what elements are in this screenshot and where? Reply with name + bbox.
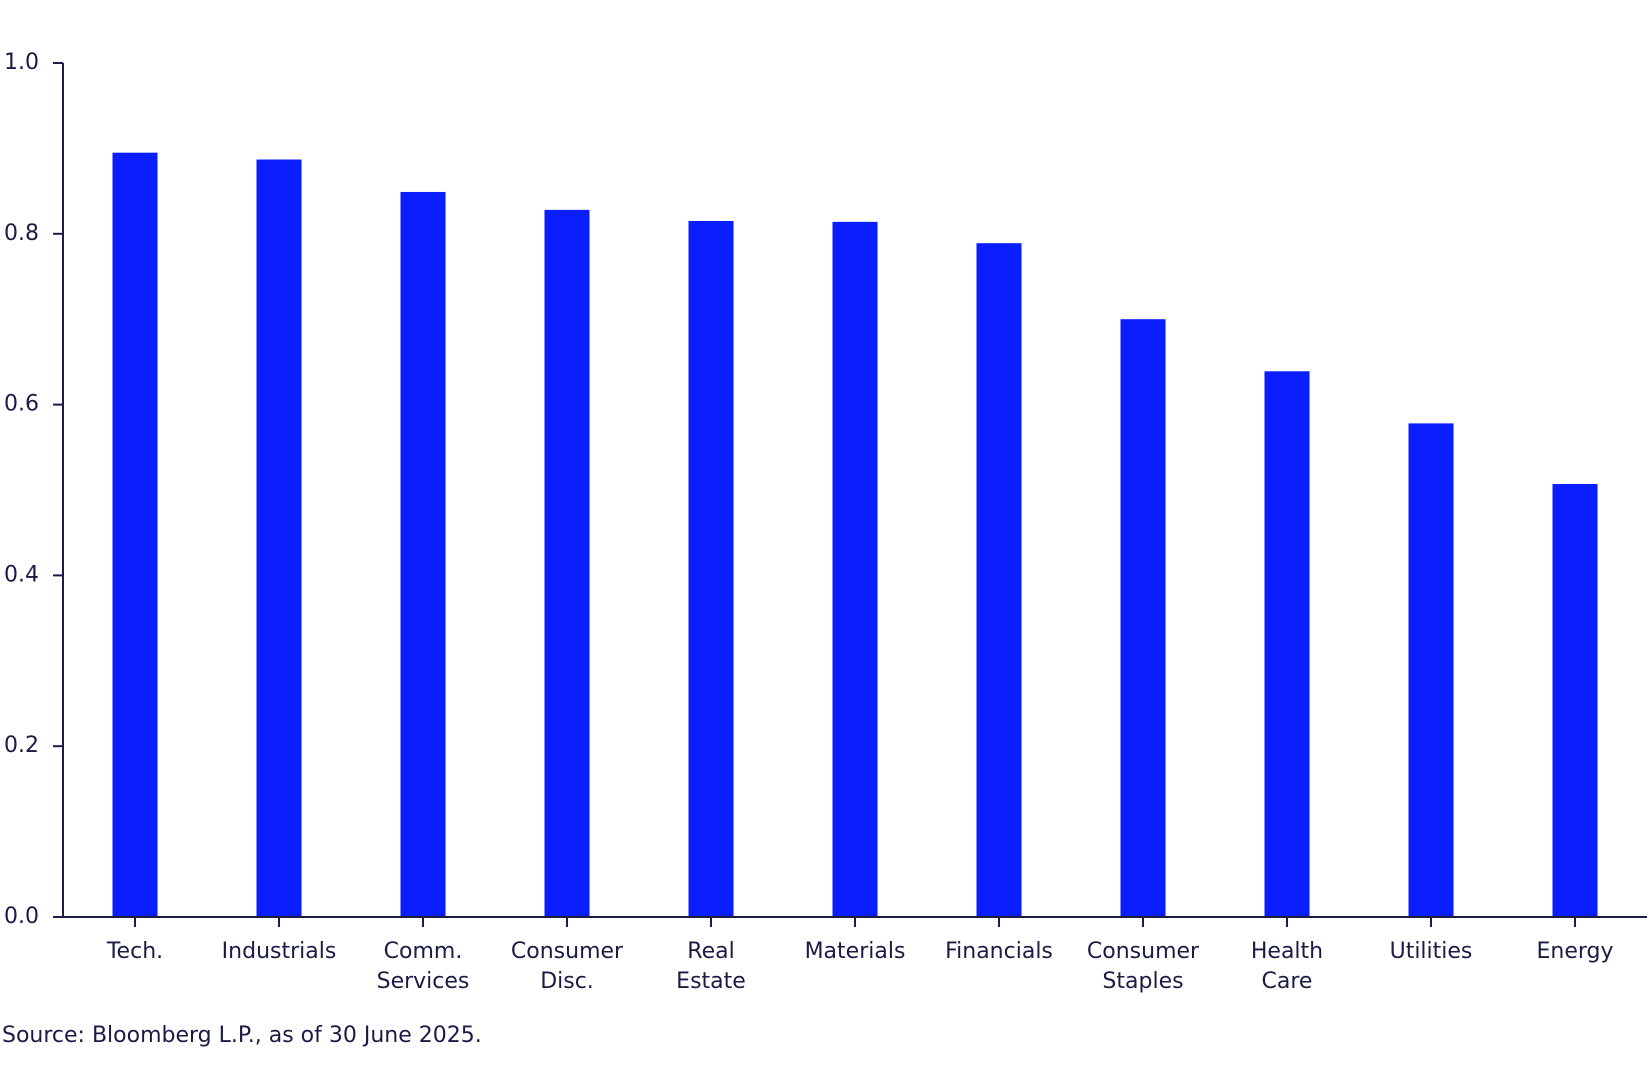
y-tick-label: 0.2 bbox=[4, 733, 39, 758]
x-tick-label: Financials bbox=[945, 939, 1053, 964]
x-tick-label: Materials bbox=[804, 939, 906, 964]
y-tick-label: 0.4 bbox=[4, 562, 39, 587]
bar bbox=[400, 191, 446, 918]
y-tick-label: 0.0 bbox=[4, 904, 39, 929]
bar bbox=[832, 221, 878, 917]
bar bbox=[1264, 371, 1310, 917]
bar bbox=[1120, 319, 1166, 917]
y-tick-label: 0.8 bbox=[4, 221, 39, 246]
y-tick-label: 1.0 bbox=[4, 50, 39, 75]
bar bbox=[544, 209, 590, 917]
x-tick-label: Utilities bbox=[1389, 939, 1473, 964]
bar bbox=[1552, 484, 1598, 917]
x-tick-label: Energy bbox=[1536, 939, 1614, 964]
bar bbox=[688, 220, 734, 918]
bar bbox=[1408, 423, 1454, 917]
x-tick-label: Comm. Services bbox=[376, 939, 470, 994]
x-tick-label: Health Care bbox=[1250, 939, 1324, 994]
x-tick-label: Industrials bbox=[221, 939, 337, 964]
x-tick-label: Consumer Disc. bbox=[510, 939, 624, 994]
source-note: Source: Bloomberg L.P., as of 30 June 20… bbox=[2, 1023, 482, 1048]
bar bbox=[112, 152, 158, 918]
x-tick-label: Tech. bbox=[106, 939, 164, 964]
x-tick-label: Consumer Staples bbox=[1086, 939, 1200, 994]
bar bbox=[976, 243, 1022, 918]
y-tick-label: 0.6 bbox=[4, 392, 39, 417]
bar bbox=[256, 159, 302, 917]
chart: 0.0 0.2 0.4 0.6 0.8 1.0 bbox=[4, 50, 1647, 929]
x-tick-label: Real Estate bbox=[676, 939, 746, 994]
